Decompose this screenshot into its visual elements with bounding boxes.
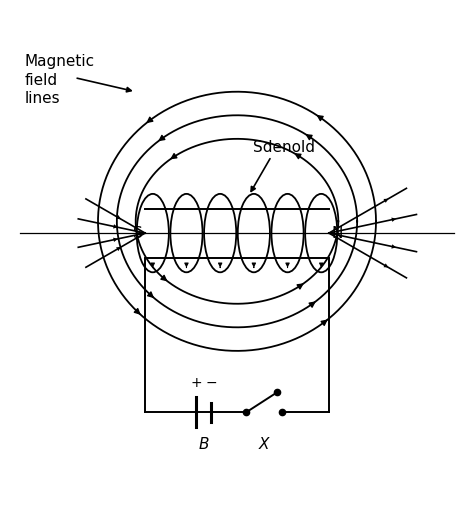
Text: B: B [198, 437, 209, 452]
Text: S: S [133, 225, 143, 240]
Text: −: − [205, 376, 217, 390]
Text: Magnetic
field
lines: Magnetic field lines [25, 54, 95, 106]
Text: N: N [331, 225, 343, 240]
Text: X: X [259, 437, 269, 452]
Text: Sdenold: Sdenold [253, 140, 315, 155]
Text: +: + [190, 376, 202, 390]
